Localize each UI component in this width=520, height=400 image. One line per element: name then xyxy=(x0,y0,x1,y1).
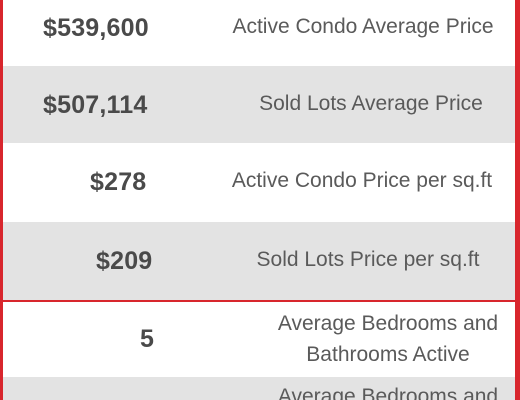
section-divider xyxy=(0,300,520,302)
stat-row-sold-lots-price-per-sqft: $209 Sold Lots Price per sq.ft xyxy=(3,222,515,300)
stat-label: Active Condo Price per sq.ft xyxy=(231,169,493,192)
stat-row-active-condo-average-price: $539,600 Active Condo Average Price xyxy=(3,0,515,66)
stat-label-line1: Average Bedrooms and xyxy=(277,385,499,400)
stat-value: $539,600 xyxy=(43,14,149,42)
frame-border-left xyxy=(0,0,3,400)
stat-value: 5 xyxy=(140,325,155,353)
stat-row-sold-lots-average-price: $507,114 Sold Lots Average Price xyxy=(3,66,515,143)
stat-label: Sold Lots Average Price xyxy=(259,92,483,115)
stat-value: $209 xyxy=(96,247,153,275)
stat-value: $278 xyxy=(90,168,147,196)
stat-row-average-bedrooms-bathrooms-active: 5 Average Bedrooms and Bathrooms Active xyxy=(3,302,515,377)
stat-label: Sold Lots Price per sq.ft xyxy=(256,248,480,271)
stat-label-line2: Bathrooms Active xyxy=(306,343,470,366)
stat-label: Active Condo Average Price xyxy=(232,15,494,38)
stat-label-line1: Average Bedrooms and xyxy=(277,312,499,335)
stat-value: $507,114 xyxy=(43,91,148,119)
frame-border-right xyxy=(515,0,520,400)
stat-row-active-condo-price-per-sqft: $278 Active Condo Price per sq.ft xyxy=(3,143,515,222)
stat-row-average-bedrooms-partial: Average Bedrooms and xyxy=(3,377,515,400)
